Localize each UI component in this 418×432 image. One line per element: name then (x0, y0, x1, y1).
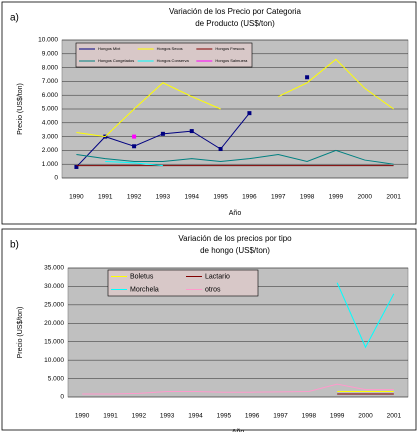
panel-label: b) (10, 240, 19, 251)
y-tick-label: 8.000 (42, 64, 59, 71)
panel-label: a) (10, 13, 19, 24)
y-tick-label: 4.000 (42, 120, 59, 127)
data-point (132, 134, 137, 139)
x-tick-label: 1995 (217, 413, 232, 420)
legend-label: Lactario (205, 273, 230, 280)
x-tick-label: 1994 (185, 194, 200, 201)
y-tick-label: 6.000 (42, 92, 59, 99)
series-line (105, 160, 163, 167)
x-tick-label: 1993 (156, 194, 171, 201)
x-tick-label: 1996 (245, 413, 260, 420)
x-axis-label: Año (229, 210, 242, 217)
x-tick-label: 1999 (330, 413, 345, 420)
x-tick-label: 1996 (242, 194, 257, 201)
x-tick-label: 1993 (160, 413, 175, 420)
x-tick-label: 1992 (132, 413, 147, 420)
y-tick-label: 2.000 (42, 147, 59, 154)
legend-box (75, 42, 253, 68)
y-axis-label: Precio (US$/ton) (17, 307, 24, 359)
series-line (76, 149, 394, 165)
y-tick-label: 0 (54, 175, 58, 182)
x-tick-label: 1999 (329, 194, 344, 201)
x-tick-label: 1994 (188, 413, 203, 420)
x-tick-label: 1990 (69, 194, 84, 201)
y-tick-label: 9.000 (42, 51, 59, 58)
y-tick-label: 5.000 (42, 106, 59, 113)
y-tick-label: 15.000 (44, 338, 64, 345)
series-line (76, 58, 394, 138)
x-tick-label: 1992 (127, 194, 142, 201)
data-point (218, 147, 223, 152)
y-tick-label: 1.000 (42, 161, 59, 168)
x-axis-label: Año (232, 429, 245, 432)
data-point (305, 75, 310, 80)
x-tick-label: 1997 (273, 413, 288, 420)
y-tick-label: 3.000 (42, 133, 59, 140)
y-tick-label: 30.000 (44, 283, 64, 290)
x-tick-label: 1991 (98, 194, 113, 201)
x-tick-label: 1998 (302, 413, 317, 420)
series-line (82, 383, 394, 395)
chart-title: de hongo (US$/ton) (200, 246, 270, 255)
x-tick-label: 2000 (358, 194, 373, 201)
x-tick-label: 1995 (213, 194, 228, 201)
x-tick-label: 2001 (386, 194, 401, 201)
y-axis-label: Precio (US$/ton) (17, 83, 24, 135)
legend-label: Boletus (130, 273, 154, 280)
chart-title: Variación de los Precio por Categoria (169, 7, 301, 16)
legend-label: Hongos Conserva (157, 58, 190, 63)
legend-label: Hongos Mixt (98, 46, 121, 51)
y-tick-label: 5.000 (48, 375, 65, 382)
y-tick-label: 7.000 (42, 78, 59, 85)
data-point (132, 144, 137, 149)
y-tick-label: 10.000 (38, 37, 58, 44)
x-tick-label: 1997 (271, 194, 286, 201)
legend-label: Hongos Secos (157, 46, 183, 51)
y-tick-label: 35.000 (44, 265, 64, 272)
y-tick-label: 25.000 (44, 302, 64, 309)
x-tick-label: 2001 (387, 413, 402, 420)
series-line (336, 282, 395, 349)
y-tick-label: 10.000 (44, 357, 64, 364)
legend-label: Hongos Congelados (98, 58, 134, 63)
x-tick-label: 1990 (75, 413, 90, 420)
legend-label: Hongos Frescos (215, 46, 244, 51)
data-point (189, 129, 194, 134)
legend-label: Hongos Salmuera (215, 58, 248, 63)
legend-box (107, 269, 259, 297)
y-tick-label: 20.000 (44, 320, 64, 327)
x-tick-label: 2000 (358, 413, 373, 420)
legend-label: Morchela (130, 286, 159, 293)
y-tick-label: 0 (60, 394, 64, 401)
data-point (160, 131, 165, 136)
chart-title: de Producto (US$/ton) (195, 19, 275, 28)
data-point (247, 111, 252, 116)
x-tick-label: 1991 (103, 413, 118, 420)
legend-label: otros (205, 286, 221, 293)
chart-title: Variación de los precios por tipo (178, 234, 292, 243)
data-point (74, 164, 79, 169)
x-tick-label: 1998 (300, 194, 315, 201)
